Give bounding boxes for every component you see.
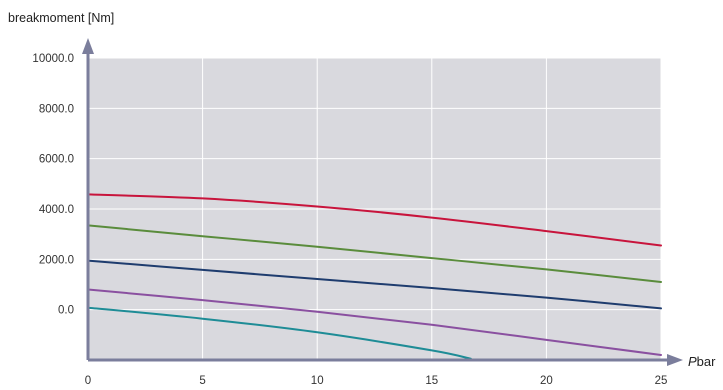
y-tick-label: 2000.0 [39, 254, 74, 266]
x-axis-arrow [667, 354, 683, 366]
y-tick-label: 6000.0 [39, 154, 74, 166]
series-line [87, 259, 662, 310]
x-axis-label-italic: P [688, 354, 697, 369]
x-tick-label: 20 [540, 375, 553, 387]
x-tick-label: 25 [655, 375, 668, 387]
y-tick-label: 4000.0 [39, 204, 74, 216]
x-axis-label: Pbar [688, 354, 716, 369]
x-tick-label: 0 [85, 375, 91, 387]
y-axis-arrow [82, 38, 94, 54]
series-line [87, 224, 662, 283]
y-tick-label: 0.0 [58, 305, 74, 317]
series-line [87, 193, 662, 247]
x-tick-label: 15 [425, 375, 438, 387]
series-line [87, 288, 662, 356]
y-tick-label: 8000.0 [39, 103, 74, 115]
x-tick-label: 5 [199, 375, 205, 387]
series-line [87, 306, 472, 360]
x-tick-label: 10 [311, 375, 324, 387]
x-axis-label-rest: bar [697, 354, 716, 369]
y-axis-label: breakmoment [Nm] [8, 11, 114, 25]
y-tick-label: 10000.0 [32, 53, 74, 65]
